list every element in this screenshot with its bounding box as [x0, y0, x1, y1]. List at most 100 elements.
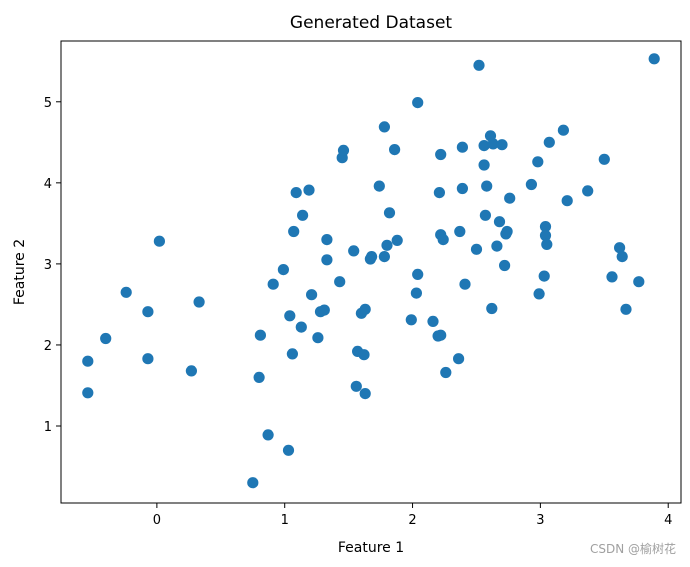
- data-point: [337, 144, 350, 156]
- data-point: [435, 148, 447, 161]
- data-point: [481, 180, 493, 192]
- data-point: [383, 207, 396, 219]
- data-point: [496, 139, 508, 151]
- data-point: [142, 353, 154, 365]
- data-point: [456, 141, 468, 153]
- data-point: [381, 239, 393, 251]
- y-axis-label: Feature 2: [12, 239, 28, 305]
- data-point: [412, 97, 424, 109]
- x-tick-label: 1: [281, 513, 289, 528]
- data-point: [373, 180, 385, 192]
- data-point: [440, 366, 452, 379]
- data-point: [435, 329, 447, 341]
- data-point: [153, 235, 165, 247]
- data-point: [543, 136, 555, 148]
- data-point: [290, 187, 302, 199]
- x-tick-label: 0: [153, 513, 161, 528]
- data-point: [557, 124, 570, 136]
- data-point: [348, 245, 360, 257]
- data-point: [479, 209, 491, 221]
- data-point: [100, 332, 112, 345]
- data-point: [142, 306, 154, 318]
- data-point: [538, 270, 550, 282]
- data-point: [359, 303, 371, 315]
- y-axis-ticks: 1 2 3 4 5: [44, 96, 61, 435]
- data-point: [391, 234, 403, 246]
- data-point: [321, 254, 333, 266]
- data-point: [486, 302, 498, 315]
- data-point: [453, 353, 465, 365]
- data-point: [253, 371, 265, 383]
- data-points: [82, 53, 660, 489]
- data-point: [318, 304, 330, 316]
- data-point: [539, 221, 552, 233]
- data-point: [648, 53, 660, 65]
- data-point: [454, 225, 466, 238]
- data-point: [473, 59, 485, 71]
- y-tick-label: 2: [44, 339, 52, 354]
- data-point: [321, 234, 333, 246]
- watermark: CSDN @榆树花: [589, 542, 676, 556]
- data-point: [405, 314, 417, 326]
- data-point: [433, 187, 445, 199]
- data-point: [533, 288, 545, 300]
- data-point: [389, 144, 401, 156]
- x-axis-label: Feature 1: [338, 540, 404, 556]
- data-point: [470, 243, 483, 255]
- data-point: [378, 121, 390, 133]
- data-point: [541, 238, 553, 250]
- y-tick-label: 5: [44, 96, 52, 111]
- data-point: [614, 242, 626, 254]
- data-point: [620, 303, 632, 315]
- data-point: [295, 321, 307, 333]
- y-tick-label: 4: [44, 177, 52, 192]
- x-tick-label: 2: [408, 513, 416, 528]
- data-point: [532, 156, 544, 168]
- data-point: [561, 195, 573, 207]
- data-point: [120, 286, 132, 298]
- data-point: [334, 276, 346, 288]
- data-point: [350, 380, 362, 392]
- data-point: [359, 388, 371, 400]
- data-point: [303, 184, 315, 196]
- data-point: [491, 240, 503, 252]
- data-point: [286, 348, 298, 360]
- data-point: [282, 444, 295, 456]
- data-point: [297, 209, 309, 221]
- plot-frame: [60, 40, 682, 504]
- data-point: [459, 278, 471, 290]
- x-axis-ticks: 0 1 2 3 4: [153, 503, 672, 528]
- data-point: [82, 387, 94, 399]
- data-point: [284, 310, 296, 322]
- data-point: [185, 365, 197, 377]
- data-point: [598, 153, 610, 165]
- data-point: [277, 264, 289, 276]
- data-point: [193, 296, 205, 308]
- data-point: [254, 329, 266, 341]
- data-point: [633, 276, 645, 288]
- data-point: [358, 349, 370, 361]
- chart-title: Generated Dataset: [290, 13, 452, 33]
- data-point: [493, 216, 506, 228]
- data-point: [487, 138, 499, 150]
- data-point: [582, 185, 594, 197]
- data-point: [478, 159, 490, 171]
- data-point: [378, 251, 390, 263]
- data-point: [247, 477, 259, 489]
- data-point: [267, 278, 279, 290]
- data-point: [606, 271, 618, 283]
- data-point: [427, 315, 439, 327]
- data-point: [412, 268, 424, 280]
- x-tick-label: 4: [664, 513, 672, 528]
- data-point: [616, 251, 628, 263]
- data-point: [288, 225, 300, 238]
- data-point: [499, 259, 511, 272]
- data-point: [312, 332, 324, 344]
- data-point: [525, 178, 538, 191]
- data-point: [504, 192, 516, 204]
- data-point: [82, 355, 94, 367]
- data-point: [262, 429, 274, 441]
- y-tick-label: 3: [44, 258, 52, 273]
- data-point: [306, 289, 318, 301]
